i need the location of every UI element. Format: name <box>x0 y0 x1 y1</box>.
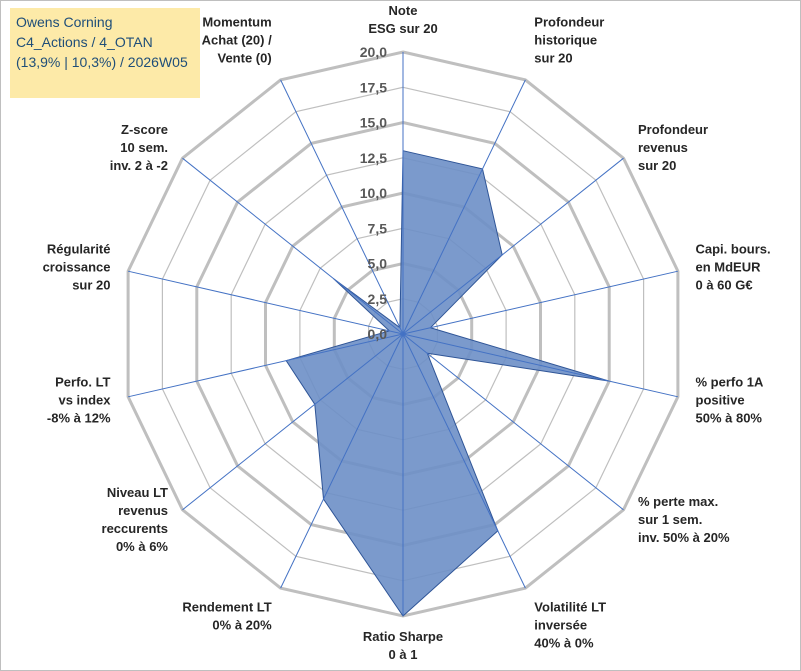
chart-title-box: Owens Corning C4_Actions / 4_OTAN (13,9%… <box>10 8 200 98</box>
spoke-layer <box>127 52 679 616</box>
spoke-12 <box>182 157 404 335</box>
axis-label-2: Profondeur revenus sur 20 <box>638 122 708 173</box>
axis-label-10: Perfo. LT vs index -8% à 12% <box>47 374 111 425</box>
tick-label: 0,0 <box>368 326 388 342</box>
spoke-13 <box>280 79 404 335</box>
axis-label-7: Ratio Sharpe 0 à 1 <box>363 629 443 662</box>
chart-title: Owens Corning <box>16 14 113 30</box>
axis-label-6: Volatilité LT inversée 40% à 0% <box>534 600 606 651</box>
axis-label-4: % perfo 1A positive 50% à 80% <box>696 374 765 425</box>
spoke-11 <box>127 270 404 335</box>
tick-label: 12,5 <box>360 150 387 166</box>
spoke-8 <box>280 333 404 589</box>
chart-subtitle-portfolio: C4_Actions / 4_OTAN <box>16 34 153 50</box>
spoke-3 <box>402 270 679 335</box>
spoke-5 <box>402 333 624 511</box>
axis-labels: Note ESG sur 20 Profondeur historique sur 20… <box>43 3 771 662</box>
spoke-2 <box>402 157 624 335</box>
axis-label-0: Note ESG sur 20 <box>368 3 437 36</box>
spoke-4 <box>402 333 679 398</box>
axis-label-11: Régularité croissance sur 20 <box>43 242 111 293</box>
spoke-9 <box>182 333 404 511</box>
tick-label: 5,0 <box>368 256 388 272</box>
series-area-0 <box>285 150 610 617</box>
spoke-6 <box>402 333 526 589</box>
axis-label-12: Z-score 10 sem. inv. 2 à -2 <box>110 122 168 173</box>
tick-label: 20,0 <box>360 44 387 60</box>
axis-label-1: Profondeur historique sur 20 <box>534 15 604 66</box>
tick-label: 2,5 <box>368 291 388 307</box>
chart-subtitle-performance: (13,9% | 10,3%) / 2026W05 <box>16 54 188 70</box>
tick-label: 15,0 <box>360 115 387 131</box>
tick-label: 17,5 <box>360 79 387 95</box>
tick-label: 7,5 <box>368 220 388 236</box>
tick-labels: 0,0 2,5 5,0 7,5 10,0 12,5 15,0 17,5 20,0 <box>360 44 387 342</box>
axis-label-13: Momentum Achat (20) / Vente (0) <box>202 15 272 66</box>
axis-label-3: Capi. bours. en MdEUR 0 à 60 G€ <box>696 242 771 293</box>
spoke-1 <box>402 79 526 335</box>
axis-label-5: % perte max. sur 1 sem. inv. 50% à 20% <box>638 494 730 545</box>
axis-label-8: Rendement LT 0% à 20% <box>182 600 272 633</box>
spoke-10 <box>127 333 404 398</box>
series-layer <box>285 150 610 617</box>
axis-label-9: Niveau LT revenus reccurents 0% à 6% <box>102 485 169 554</box>
tick-label: 10,0 <box>360 185 387 201</box>
